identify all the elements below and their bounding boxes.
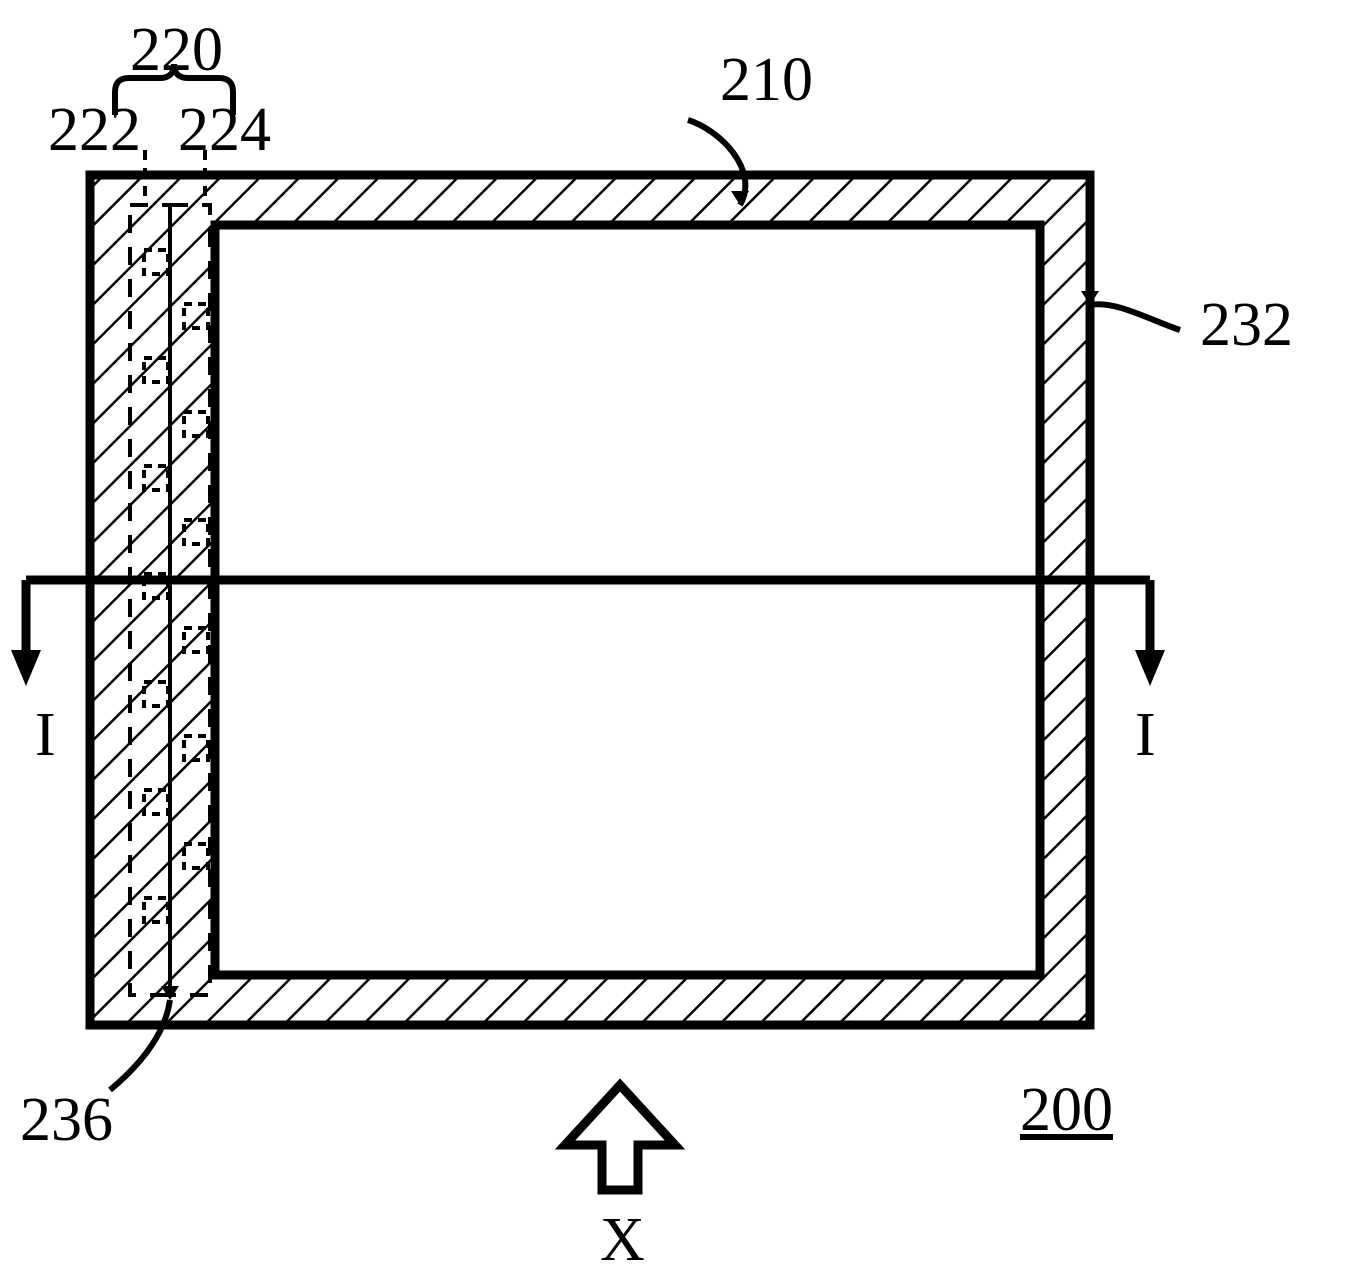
- label-210: 210: [720, 45, 813, 116]
- label-X: X: [600, 1205, 645, 1276]
- diagram-svg: [0, 0, 1371, 1278]
- label-224: 224: [178, 95, 271, 166]
- label-200: 200: [1020, 1075, 1113, 1146]
- label-I-left: I: [35, 700, 56, 771]
- label-222: 222: [48, 95, 141, 166]
- label-232: 232: [1200, 290, 1293, 361]
- label-236: 236: [20, 1085, 113, 1156]
- label-220: 220: [130, 15, 223, 86]
- label-I-right: I: [1135, 700, 1156, 771]
- diagram-stage: 220 222 224 210 232 236 200 I I X: [0, 0, 1371, 1278]
